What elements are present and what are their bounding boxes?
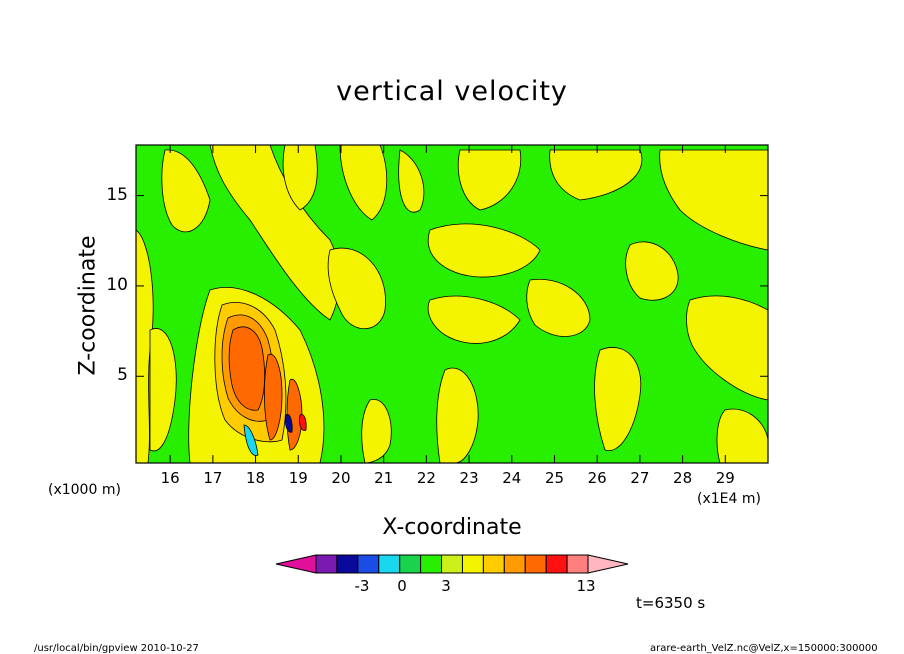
x-tick-label: 22: [416, 469, 436, 487]
colorbar-segment: [441, 554, 463, 574]
contour-region: [228, 326, 266, 411]
contour-region: [243, 424, 259, 456]
x-tick-label: 21: [374, 469, 394, 487]
x-axis-label-text: X-coordinate: [382, 515, 522, 540]
time-label: t=6350 s: [636, 594, 706, 612]
contour-region: [263, 353, 283, 441]
colorbar-segment: [524, 554, 547, 574]
colorbar-tick-label: 13: [576, 577, 596, 595]
colorbar-segment: [336, 554, 359, 574]
y-tick-label: 5: [117, 365, 128, 386]
contour-region: [282, 145, 318, 211]
contour-region: [659, 149, 768, 251]
contour-region: [436, 367, 479, 463]
x-unit-right: (x1E4 m): [697, 491, 761, 507]
colorbar-under-triangle: [275, 554, 317, 574]
plot-frame: [135, 144, 769, 464]
x-tick-label: 17: [203, 469, 223, 487]
x-tick-label: 18: [246, 469, 266, 487]
contour-region: [398, 149, 425, 213]
x-tick-label: 26: [587, 469, 607, 487]
x-tick-label: 19: [288, 469, 308, 487]
x-tick-label: 25: [544, 469, 565, 487]
x-tick-label: 29: [715, 469, 735, 487]
contour-region: [327, 247, 386, 330]
colorbar-segment: [420, 554, 443, 574]
colorbar-segment: [399, 554, 422, 574]
colorbar-segment: [461, 554, 484, 574]
contour-region: [161, 149, 211, 233]
contour-region: [716, 408, 768, 463]
contour-region: [299, 413, 307, 432]
colorbar-segment: [315, 554, 338, 574]
footer-left: /usr/local/bin/gpview 2010-10-27: [34, 643, 199, 654]
contour-region: [339, 145, 388, 221]
contour-region: [149, 328, 177, 452]
x-unit-left: (x1000 m): [48, 482, 121, 498]
x-tick-label: 20: [331, 469, 351, 487]
x-tick-label: 16: [160, 469, 180, 487]
contour-region: [549, 149, 643, 201]
chart-title: vertical velocity: [336, 76, 568, 107]
x-tick-label: 24: [502, 469, 522, 487]
colorbar-tick-label: 3: [441, 577, 451, 595]
colorbar-segment: [378, 554, 401, 574]
colorbar-segment: [482, 554, 505, 574]
contour-region: [686, 295, 768, 401]
contour-region: [427, 223, 541, 278]
x-tick-label: 27: [630, 469, 650, 487]
contour-region: [526, 278, 591, 337]
contour-region: [594, 347, 642, 451]
contour-region: [427, 295, 521, 344]
contour-region: [625, 241, 679, 301]
x-axis-label: X-coordinate: [0, 515, 904, 540]
colorbar-segment: [545, 554, 568, 574]
x-tick-label: 23: [459, 469, 479, 487]
colorbar-segment: [503, 554, 526, 574]
colorbar-over-triangle: [587, 554, 629, 574]
contour-region: [361, 399, 392, 463]
y-tick-label: 10: [106, 274, 128, 295]
y-tick-label: 15: [106, 184, 128, 205]
contour-region: [457, 149, 522, 211]
colorbar-tick-label: -3: [354, 577, 370, 595]
colorbar-segment: [357, 554, 380, 574]
contour-region: [285, 414, 293, 433]
x-tick-label: 28: [673, 469, 693, 487]
colorbar-segment: [566, 554, 589, 574]
colorbar-tick-label: 0: [397, 577, 407, 595]
footer-right: arare-earth_VelZ.nc@VelZ,x=150000:300000: [650, 643, 878, 654]
